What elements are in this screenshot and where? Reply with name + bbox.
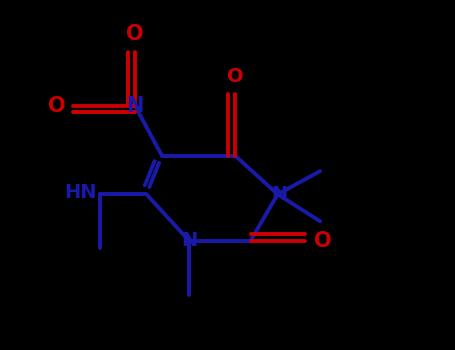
Text: O: O <box>314 231 332 251</box>
Text: N: N <box>126 96 144 116</box>
Text: N: N <box>272 185 288 204</box>
Text: HN: HN <box>64 183 96 202</box>
Text: N: N <box>181 231 197 250</box>
Text: O: O <box>48 96 66 116</box>
Text: O: O <box>227 67 243 86</box>
Text: O: O <box>126 24 144 44</box>
